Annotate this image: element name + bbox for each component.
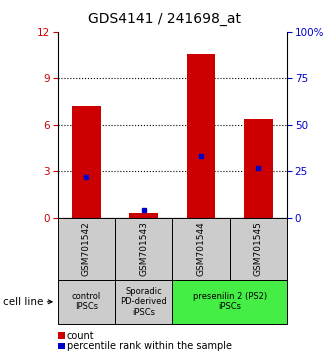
Text: GSM701545: GSM701545 [254,221,263,276]
Text: GSM701544: GSM701544 [197,221,206,276]
Bar [115,218,173,280]
Text: percentile rank within the sample: percentile rank within the sample [67,341,232,351]
Bar [173,218,230,280]
Bar [129,213,158,218]
Bar [244,119,273,218]
Text: GSM701542: GSM701542 [82,221,91,276]
Bar [173,280,287,324]
Bar [187,53,215,218]
Text: GSM701543: GSM701543 [139,221,148,276]
Bar [58,280,115,324]
Text: count: count [67,331,95,341]
Text: GDS4141 / 241698_at: GDS4141 / 241698_at [88,12,242,27]
Bar [72,106,101,218]
Text: Sporadic
PD-derived
iPSCs: Sporadic PD-derived iPSCs [120,287,167,317]
Text: presenilin 2 (PS2)
iPSCs: presenilin 2 (PS2) iPSCs [193,292,267,312]
Bar [58,218,115,280]
Text: control
IPSCs: control IPSCs [72,292,101,312]
Bar [230,218,287,280]
Text: cell line: cell line [3,297,44,307]
Bar [115,280,173,324]
